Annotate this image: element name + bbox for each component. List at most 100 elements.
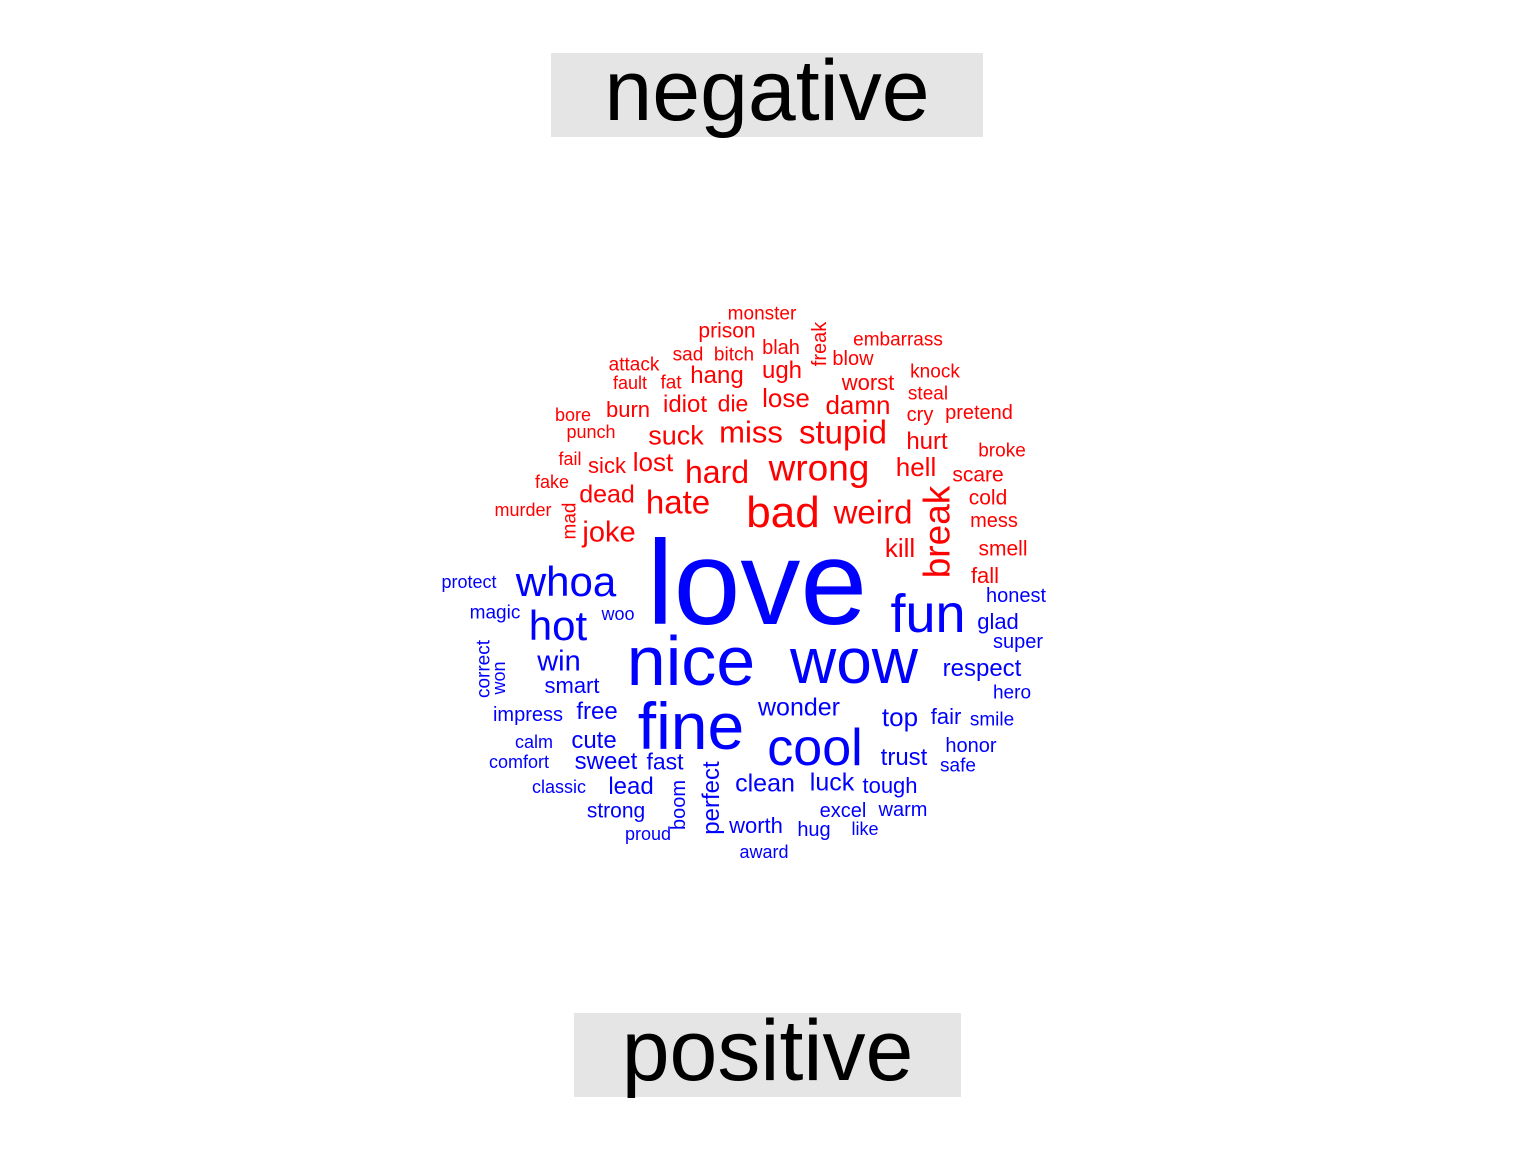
word-fail-negative: fail (558, 449, 582, 469)
word-fall-negative: fall (970, 563, 1000, 588)
word-cold-negative: cold (968, 486, 1008, 510)
word-strong-positive: strong (586, 799, 646, 823)
word-lose-negative: lose (762, 383, 810, 413)
word-blow-negative: blow (832, 348, 874, 370)
word-attack-negative: attack (608, 354, 660, 376)
word-die-negative: die (717, 390, 749, 417)
word-fair-positive: fair (930, 704, 962, 729)
word-idiot-negative: idiot (662, 391, 708, 418)
word-tough-positive: tough (862, 773, 918, 798)
negative-group-label: negative (551, 48, 983, 137)
word-proud-positive: proud (624, 824, 672, 844)
word-cute-positive: cute (571, 727, 617, 754)
word-perfect-positive: perfect (698, 761, 725, 835)
word-prison-negative: prison (698, 319, 756, 343)
word-smile-positive: smile (969, 709, 1015, 731)
word-won-positive: won (489, 661, 509, 695)
word-miss-negative: miss (719, 414, 783, 450)
word-smart-positive: smart (544, 673, 600, 698)
word-mad-negative: mad (559, 502, 581, 540)
word-glad-positive: glad (977, 609, 1019, 634)
word-freak-negative: freak (809, 321, 831, 367)
word-whoa-positive: whoa (515, 558, 617, 605)
word-lost-negative: lost (632, 447, 674, 477)
word-scare-negative: scare (952, 463, 1004, 487)
word-punch-negative: punch (566, 422, 616, 442)
word-wonder-positive: wonder (758, 693, 840, 722)
word-bad-negative: bad (746, 488, 820, 537)
word-fault-negative: fault (612, 373, 648, 393)
word-kill-negative: kill (884, 533, 916, 563)
word-award-positive: award (739, 842, 789, 862)
word-worth-positive: worth (729, 813, 783, 838)
word-break-negative: break (916, 485, 958, 579)
word-top-positive: top (881, 702, 919, 732)
word-hang-negative: hang (690, 362, 744, 389)
word-nice-positive: nice (626, 622, 756, 700)
word-sad-negative: sad (672, 344, 704, 366)
word-luck-positive: luck (809, 768, 855, 797)
word-comfort-positive: comfort (488, 752, 550, 772)
word-super-positive: super (992, 631, 1044, 653)
word-dead-negative: dead (579, 480, 635, 509)
word-wrong-negative: wrong (768, 447, 870, 489)
word-smell-negative: smell (978, 537, 1028, 561)
word-impress-positive: impress (492, 704, 564, 726)
word-monster-negative: monster (727, 303, 797, 325)
word-damn-negative: damn (825, 390, 891, 420)
word-suck-negative: suck (648, 420, 704, 451)
word-excel-positive: excel (819, 800, 867, 822)
word-protect-positive: protect (441, 572, 497, 592)
word-hard-negative: hard (684, 454, 750, 490)
word-sweet-positive: sweet (574, 748, 638, 775)
word-fine-positive: fine (637, 689, 745, 763)
positive-group-label: positive (574, 1008, 961, 1097)
word-joke-negative: joke (582, 516, 636, 549)
word-knock-negative: knock (910, 361, 960, 383)
word-mess-negative: mess (970, 510, 1018, 532)
word-hero-positive: hero (992, 682, 1032, 704)
word-respect-positive: respect (942, 655, 1022, 682)
word-honor-positive: honor (945, 735, 997, 757)
word-free-positive: free (576, 698, 618, 725)
word-warm-positive: warm (878, 799, 928, 821)
word-fast-positive: fast (646, 748, 684, 775)
word-hell-negative: hell (895, 452, 937, 482)
word-fat-negative: fat (660, 372, 682, 394)
word-love-positive: love (646, 516, 868, 650)
word-safe-positive: safe (940, 755, 976, 777)
word-sick-negative: sick (588, 453, 626, 478)
word-ugh-negative: ugh (761, 357, 803, 384)
word-steal-negative: steal (907, 383, 949, 405)
word-hot-positive: hot (528, 602, 588, 649)
word-trust-positive: trust (880, 744, 928, 771)
word-worst-negative: worst (841, 370, 895, 395)
word-lead-positive: lead (608, 773, 654, 800)
word-hug-positive: hug (797, 819, 831, 841)
word-boom-positive: boom (668, 779, 690, 831)
word-woo-positive: woo (601, 604, 635, 624)
word-broke-negative: broke (978, 440, 1026, 462)
word-murder-negative: murder (494, 500, 552, 520)
word-wow-positive: wow (789, 625, 919, 697)
word-pretend-negative: pretend (945, 402, 1013, 424)
word-fake-negative: fake (534, 472, 570, 492)
word-magic-positive: magic (469, 602, 521, 624)
word-weird-negative: weird (833, 493, 913, 531)
word-bore-negative: bore (554, 405, 592, 425)
word-cry-negative: cry (906, 404, 934, 426)
word-cool-positive: cool (767, 719, 863, 777)
word-burn-negative: burn (605, 397, 651, 422)
word-stupid-negative: stupid (798, 413, 888, 451)
word-classic-positive: classic (531, 777, 587, 797)
word-calm-positive: calm (514, 732, 554, 752)
word-hurt-negative: hurt (906, 428, 948, 455)
word-bitch-negative: bitch (713, 344, 755, 366)
word-win-positive: win (537, 645, 581, 678)
word-hate-negative: hate (645, 483, 711, 521)
word-honest-positive: honest (985, 585, 1047, 607)
word-fun-positive: fun (890, 584, 966, 644)
word-blah-negative: blah (762, 337, 800, 359)
word-like-positive: like (851, 819, 879, 839)
word-clean-positive: clean (735, 769, 795, 798)
